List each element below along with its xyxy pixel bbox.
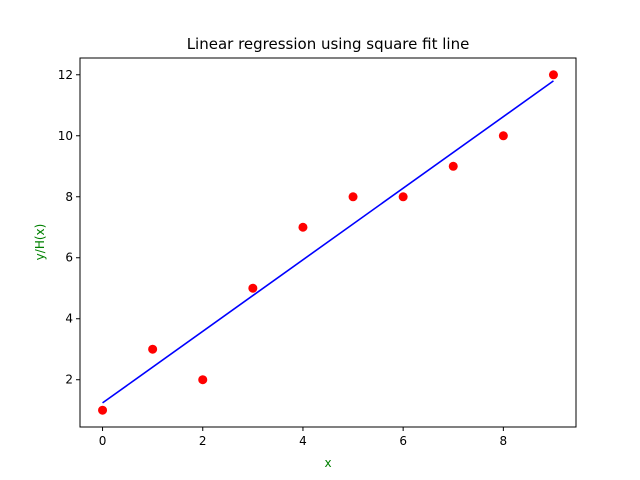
- y-tick-label: 12: [58, 68, 73, 82]
- x-tick-label: 8: [500, 434, 508, 448]
- data-point: [298, 222, 308, 232]
- y-tick-label: 8: [65, 190, 73, 204]
- data-point: [98, 405, 108, 415]
- data-point: [498, 131, 508, 141]
- data-point: [248, 283, 258, 293]
- axis-ticks: 0 2 4 6 8 2 4 6 8 10 12: [58, 68, 507, 448]
- y-tick-label: 6: [65, 251, 73, 265]
- y-axis-label: y/H(x): [33, 224, 47, 261]
- x-tick-label: 0: [99, 434, 107, 448]
- axes-frame: [79, 57, 577, 428]
- data-point: [348, 192, 358, 202]
- data-point: [148, 344, 158, 354]
- plot-area: [98, 70, 558, 415]
- data-point: [398, 192, 408, 202]
- x-tick-label: 6: [399, 434, 407, 448]
- y-tick-label: 2: [65, 373, 73, 387]
- y-tick-label: 10: [58, 129, 73, 143]
- x-axis-label: x: [324, 456, 331, 470]
- y-tick-label: 4: [65, 312, 73, 326]
- data-point: [448, 161, 458, 171]
- chart-title: Linear regression using square fit line: [187, 35, 470, 53]
- regression-fit-line: [102, 80, 554, 404]
- data-point: [548, 70, 558, 80]
- x-tick-label: 2: [199, 434, 207, 448]
- x-tick-label: 4: [299, 434, 307, 448]
- data-point: [198, 375, 208, 385]
